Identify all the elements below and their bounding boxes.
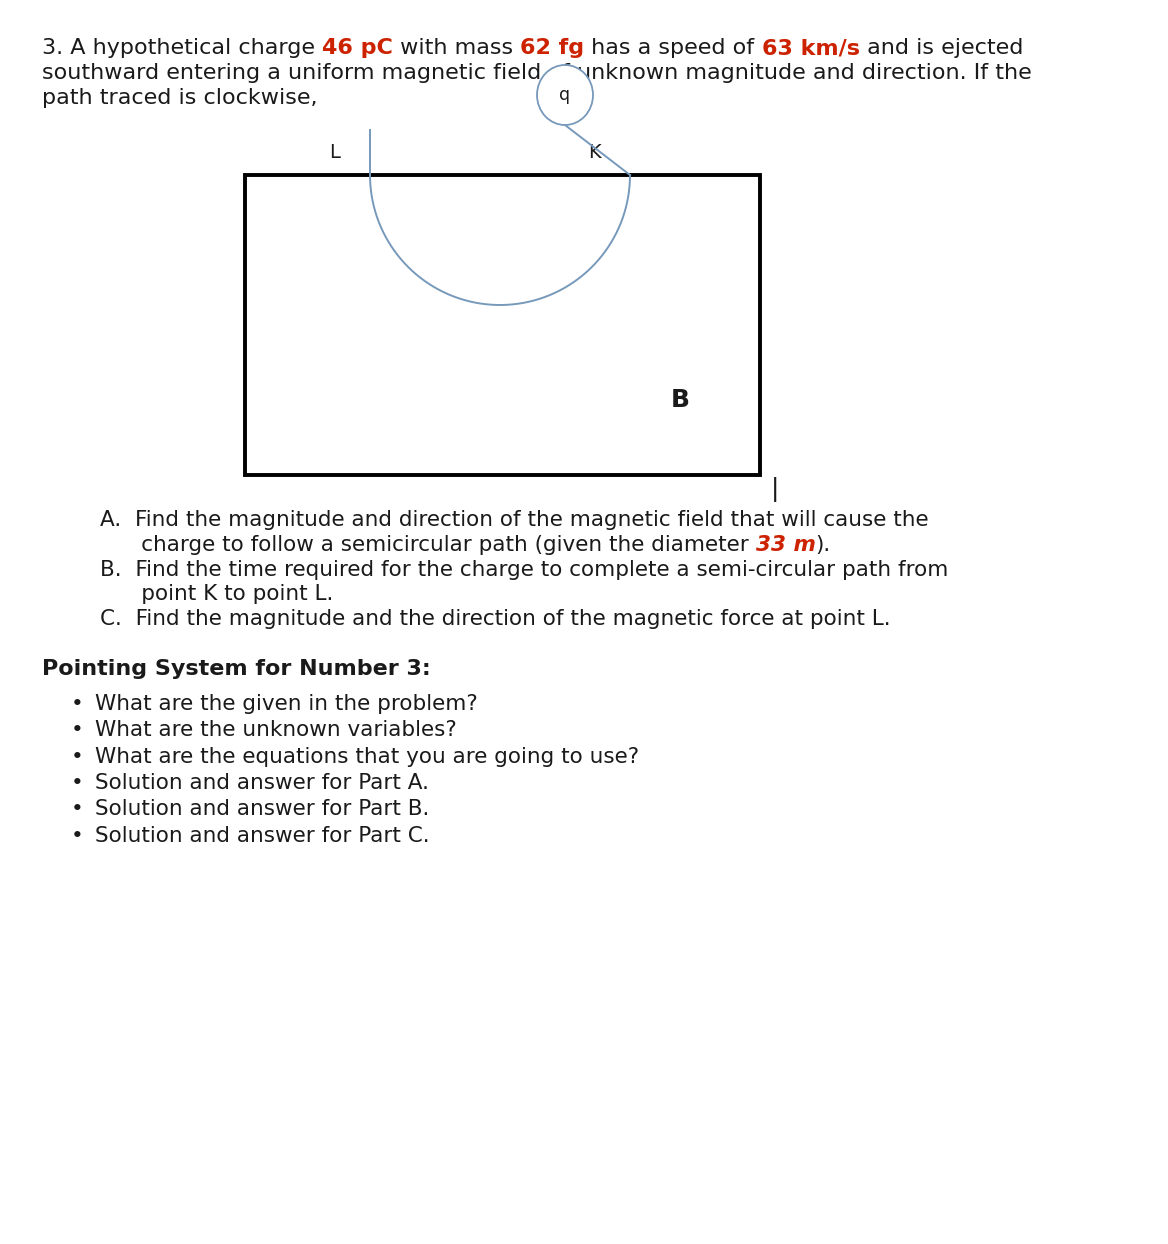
Text: 63 km/s: 63 km/s <box>762 39 860 58</box>
Text: point K to point L.: point K to point L. <box>100 585 333 605</box>
Text: Pointing System for Number 3:: Pointing System for Number 3: <box>42 659 431 679</box>
Text: B: B <box>670 388 689 412</box>
Text: 46 pC: 46 pC <box>322 39 392 58</box>
Text: •: • <box>70 800 83 820</box>
Text: southward entering a uniform magnetic field of unknown magnitude and direction. : southward entering a uniform magnetic fi… <box>42 62 1031 83</box>
Text: C.  Find the magnitude and the direction of the magnetic force at point L.: C. Find the magnitude and the direction … <box>100 610 891 629</box>
Text: Solution and answer for Part A.: Solution and answer for Part A. <box>95 773 429 794</box>
Text: •: • <box>70 694 83 714</box>
Text: has a speed of: has a speed of <box>584 39 762 58</box>
Text: 3. A hypothetical charge: 3. A hypothetical charge <box>42 39 322 58</box>
Text: charge to follow a semicircular path (given the diameter: charge to follow a semicircular path (gi… <box>100 535 756 555</box>
Text: What are the equations that you are going to use?: What are the equations that you are goin… <box>95 746 639 766</box>
Text: |: | <box>771 478 779 503</box>
Text: K: K <box>588 143 600 162</box>
Text: with mass: with mass <box>392 39 520 58</box>
Text: 33 m: 33 m <box>756 535 815 555</box>
Text: L: L <box>329 143 340 162</box>
Text: A.  Find the magnitude and direction of the magnetic field that will cause the: A. Find the magnitude and direction of t… <box>100 510 929 530</box>
Text: and is ejected: and is ejected <box>860 39 1023 58</box>
Text: Solution and answer for Part C.: Solution and answer for Part C. <box>95 826 430 846</box>
Text: ).: ). <box>815 535 830 555</box>
Text: 62 fg: 62 fg <box>520 39 584 58</box>
Text: What are the unknown variables?: What are the unknown variables? <box>95 720 457 740</box>
Text: B.  Find the time required for the charge to complete a semi-circular path from: B. Find the time required for the charge… <box>100 560 948 580</box>
Text: What are the given in the problem?: What are the given in the problem? <box>95 694 478 714</box>
Ellipse shape <box>537 65 593 124</box>
Text: path traced is clockwise,: path traced is clockwise, <box>42 87 318 107</box>
Text: •: • <box>70 773 83 794</box>
Text: Solution and answer for Part B.: Solution and answer for Part B. <box>95 800 430 820</box>
Text: •: • <box>70 826 83 846</box>
Text: •: • <box>70 720 83 740</box>
Text: •: • <box>70 746 83 766</box>
Text: q: q <box>559 86 570 104</box>
Bar <box>245 175 760 475</box>
